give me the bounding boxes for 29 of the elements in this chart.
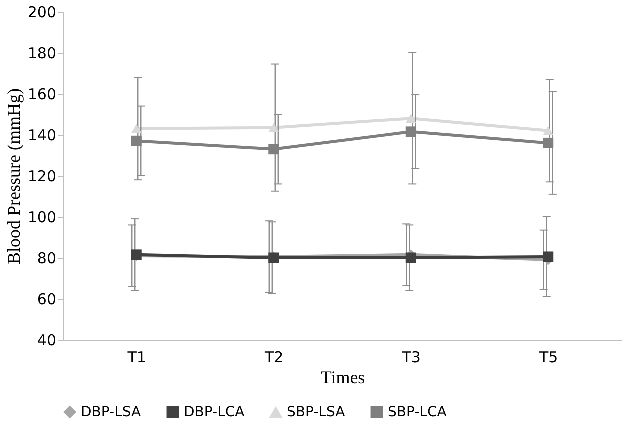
y-tick-label: 100 <box>28 208 56 226</box>
legend-label: SBP-LSA <box>287 404 346 421</box>
legend-label: SBP-LCA <box>388 404 448 420</box>
point <box>543 252 554 262</box>
point <box>406 114 416 124</box>
point <box>268 144 280 155</box>
y-axis-title: Blood Pressure (mmHg) <box>4 88 24 264</box>
y-tick-label: 60 <box>37 290 56 308</box>
point <box>406 252 416 264</box>
x-tick-label: T2 <box>264 348 284 366</box>
point <box>131 124 142 134</box>
legend-label: DBP-LSA <box>81 404 142 420</box>
y-tick-label: 120 <box>28 168 56 186</box>
point <box>543 126 554 136</box>
point <box>131 136 142 146</box>
y-tick-label: 180 <box>28 44 56 62</box>
y-tick-label: 140 <box>28 126 56 144</box>
x-tick-label: T3 <box>401 348 421 366</box>
x-tick-label: T5 <box>538 348 558 366</box>
x-tick-label: T1 <box>126 348 146 366</box>
point <box>406 126 416 138</box>
y-tick-label: 160 <box>28 86 56 104</box>
legend-label: DBP-LCA <box>184 404 246 420</box>
y-tick-label: 200 <box>28 4 56 22</box>
y-tick-label: 80 <box>37 250 56 268</box>
point <box>268 123 280 132</box>
x-axis-title: Times <box>320 368 366 388</box>
y-tick-label: 40 <box>37 332 56 350</box>
point <box>543 138 554 148</box>
